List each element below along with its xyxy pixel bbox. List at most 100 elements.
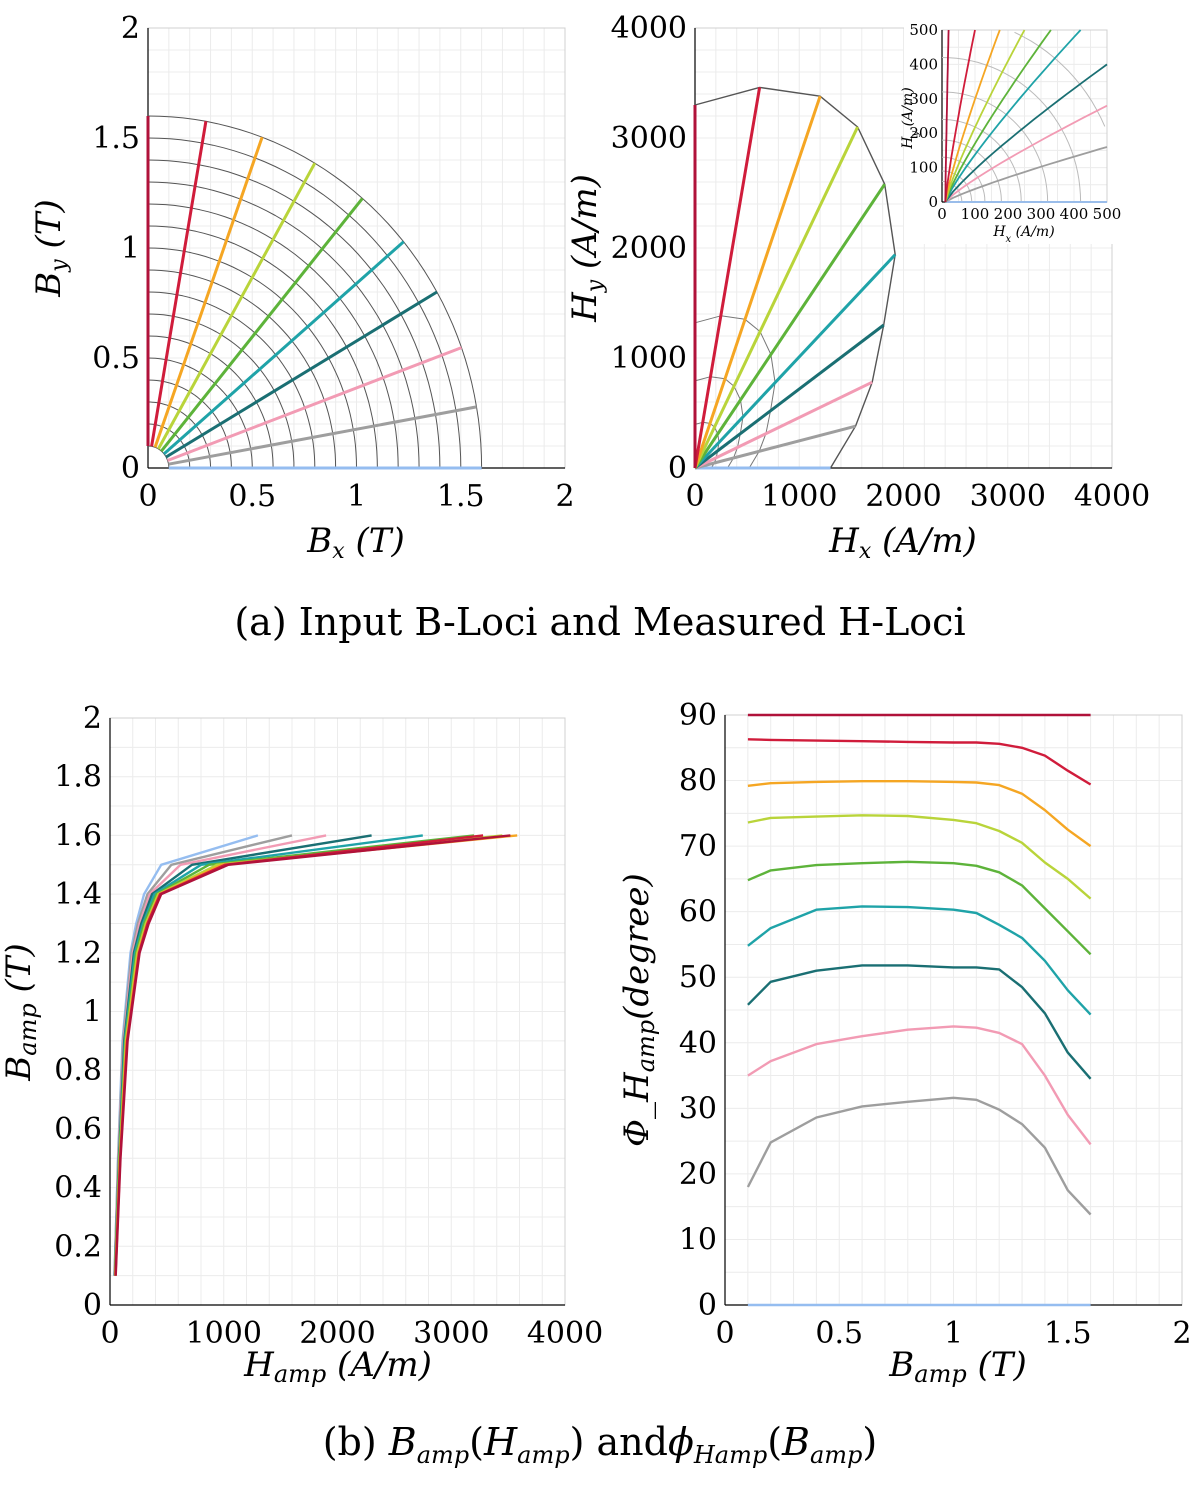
bamp-hamp-series-line <box>114 834 518 1276</box>
inset-xtick: 400 <box>1060 205 1089 223</box>
b-loci-amplitude-arc <box>147 357 253 469</box>
inset-ylabel: Hy (A/m) <box>900 87 921 149</box>
h-loci-xtick: 3000 <box>970 479 1046 514</box>
h-loci-xtick: 0 <box>685 479 704 514</box>
b-loci-amplitude-arc <box>147 203 399 469</box>
caption-a: (a) Input B-Loci and Measured H-Loci <box>234 600 965 644</box>
phi-bamp-ytick: 20 <box>679 1157 717 1192</box>
phi-bamp-series-line <box>747 814 1092 900</box>
inset-series-line <box>944 29 1026 203</box>
phi-bamp-ytick: 70 <box>679 829 717 864</box>
b-loci-series-line <box>157 162 317 450</box>
phi-bamp-series-line <box>747 1025 1092 1146</box>
b-loci-chart: 0 0.5 1 1.5 2 0 0.5 1 1.5 2 Bx (T) By (T) <box>29 11 575 564</box>
bamp-hamp-ytick: 1.2 <box>54 936 102 971</box>
caption-b-rest: and <box>584 1420 668 1464</box>
b-loci-amplitude-arc <box>147 335 274 469</box>
phi-bamp-xtick: 1.5 <box>1044 1316 1092 1351</box>
bamp-hamp-series-line <box>114 834 484 1276</box>
caption-b-prefix: (b) <box>323 1420 389 1464</box>
inset-series-line <box>944 146 1108 203</box>
bamp-hamp-xtick: 1000 <box>186 1316 262 1351</box>
h-loci-series-line <box>694 380 873 470</box>
inset-series-line <box>944 29 976 203</box>
bamp-hamp-ytick: 0.6 <box>54 1112 102 1147</box>
h-loci-xtick: 4000 <box>1074 479 1150 514</box>
phi-bamp-xlabel: Bamp (T) <box>888 1345 1026 1388</box>
inset-xlabel: Hx (A/m) <box>992 224 1054 245</box>
phi-bamp-series-line <box>747 738 1092 786</box>
inset-series-line <box>944 29 1001 203</box>
phi-bamp-series-line <box>747 905 1092 1016</box>
b-loci-ylabel: By (T) <box>29 199 72 297</box>
h-loci-series-line <box>693 87 762 469</box>
h-loci-series-line <box>693 126 859 469</box>
phi-bamp-ytick: 0 <box>698 1288 717 1323</box>
h-loci-xlabel: Hx (A/m) <box>828 521 977 564</box>
phi-bamp-xtick: 2 <box>1172 1316 1191 1351</box>
h-loci-envelope <box>694 86 896 469</box>
phi-bamp-xtick: 0 <box>715 1316 734 1351</box>
b-loci-xtick: 1 <box>347 479 366 514</box>
inset-series-line <box>944 29 1052 203</box>
b-loci-series-line <box>153 136 264 448</box>
bamp-hamp-ytick: 0.2 <box>54 1229 102 1264</box>
b-loci-amplitude-arc <box>148 445 170 468</box>
bamp-hamp-series-line <box>114 834 511 1276</box>
h-loci-series-line <box>694 424 856 470</box>
b-loci-amplitude-arc <box>147 313 295 468</box>
b-loci-series-line <box>160 197 364 453</box>
phi-bamp-series-line <box>747 964 1092 1080</box>
h-loci-ytick: 3000 <box>611 121 687 156</box>
phi-bamp-series-line <box>746 1096 1092 1216</box>
b-loci-series-line <box>165 290 438 459</box>
b-loci-xtick: 0.5 <box>228 479 276 514</box>
phi-bamp-ytick: 50 <box>679 960 717 995</box>
h-loci-xtick: 2000 <box>865 479 941 514</box>
b-loci-xtick: 1.5 <box>437 479 485 514</box>
b-loci-xtick: 2 <box>555 479 574 514</box>
b-loci-amplitude-arc <box>147 115 483 469</box>
bamp-hamp-ytick: 2 <box>83 701 102 736</box>
inset-series-line <box>944 104 1108 203</box>
h-loci-series-line <box>693 183 886 469</box>
b-loci-amplitude-arc <box>147 159 441 469</box>
h-loci-inner-contour <box>694 421 720 469</box>
h-loci-series-line <box>694 323 885 470</box>
inset-series-line <box>944 29 1082 203</box>
bamp-hamp-ylabel: Bamp (T) <box>0 943 42 1081</box>
b-loci-amplitude-arc <box>148 423 191 468</box>
inset-ytick: 100 <box>909 159 938 177</box>
phi-bamp-ytick: 60 <box>679 895 717 930</box>
bamp-hamp-ytick: 1.8 <box>54 760 102 795</box>
b-loci-ytick: 1 <box>121 231 140 266</box>
phi-bamp-ytick: 80 <box>679 764 717 799</box>
h-loci-inner-contour <box>694 376 744 469</box>
phi-bamp-ylabel: Φ_Hamp(degree) <box>617 873 660 1147</box>
bamp-hamp-ytick: 0.4 <box>54 1171 102 1206</box>
b-loci-series-line <box>167 346 463 462</box>
phi-bamp-ytick: 10 <box>679 1222 717 1257</box>
phi-bamp-ytick: 40 <box>679 1026 717 1061</box>
phi-bamp-xtick: 0.5 <box>815 1316 863 1351</box>
b-loci-amplitude-arc <box>148 401 212 469</box>
h-loci-ytick: 4000 <box>611 11 687 46</box>
inset-xtick: 500 <box>1093 205 1122 223</box>
b-loci-amplitude-arc <box>147 137 462 469</box>
inset-xtick: 200 <box>994 205 1023 223</box>
b-loci-series-line <box>163 240 405 456</box>
b-loci-xlabel: Bx (T) <box>306 521 404 564</box>
b-loci-amplitude-arc <box>147 269 337 469</box>
phi-bamp-ytick: 90 <box>679 698 717 733</box>
inset-ytick: 200 <box>909 124 938 142</box>
inset-xtick: 0 <box>937 205 947 223</box>
bamp-hamp-xtick: 0 <box>100 1316 119 1351</box>
phi-bamp-series-line <box>747 860 1092 956</box>
b-loci-series-line <box>168 405 477 466</box>
phi-bamp-series-line <box>747 780 1092 848</box>
h-loci-xtick: 1000 <box>761 479 837 514</box>
b-loci-ytick: 0 <box>121 451 140 486</box>
